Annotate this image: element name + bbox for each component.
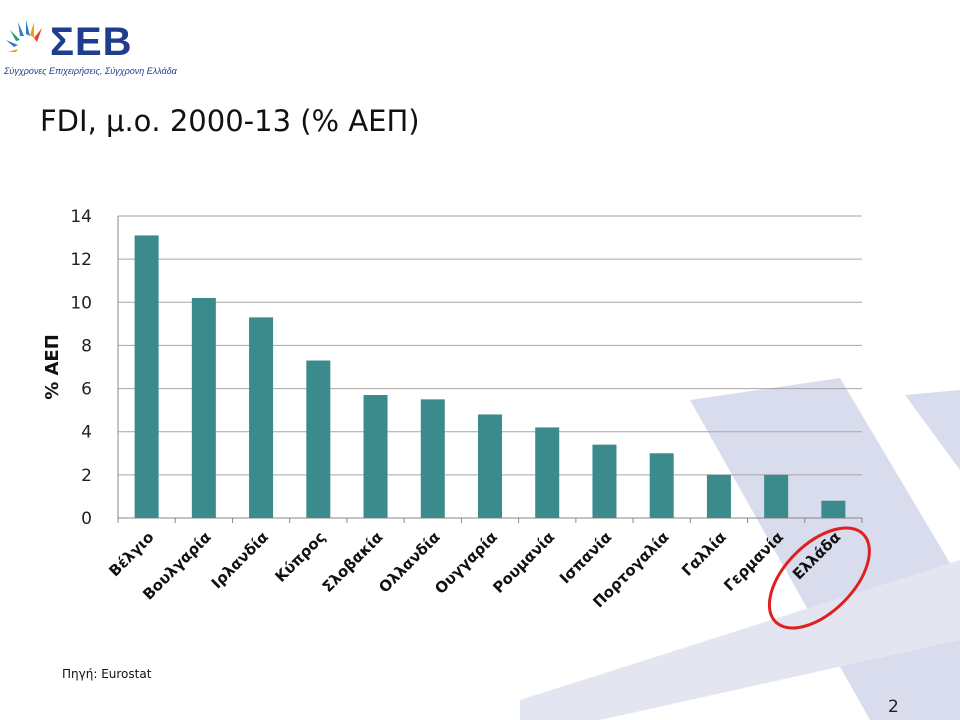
seb-logo-icon	[6, 20, 42, 52]
bar	[420, 399, 445, 518]
y-tick-label: 10	[70, 293, 92, 313]
bar	[478, 414, 502, 518]
y-tick-label: 4	[81, 423, 92, 443]
bar	[249, 317, 274, 518]
y-tick-label: 6	[81, 380, 92, 400]
x-category-label: Ουγγαρία	[431, 528, 501, 598]
y-tick-label: 8	[81, 336, 92, 356]
x-category-label: Ρουμανία	[489, 528, 558, 597]
y-tick-label: 2	[81, 466, 92, 486]
y-axis-label: % ΑΕΠ	[42, 334, 63, 400]
slide-title: FDI, μ.ο. 2000-13 (% ΑΕΠ)	[40, 104, 420, 138]
logo-wordmark: ΣΕΒ	[50, 20, 133, 64]
x-category-label: Ιρλανδία	[208, 528, 272, 592]
source-note: Πηγή: Eurostat	[62, 667, 152, 681]
bar	[134, 235, 159, 518]
x-category-label: Γαλλία	[678, 528, 730, 580]
x-category-label: Γερμανία	[720, 528, 787, 595]
bar	[592, 444, 617, 518]
bar	[706, 474, 731, 518]
bar	[306, 360, 331, 518]
bar	[363, 395, 388, 518]
y-tick-label: 12	[70, 250, 92, 270]
x-category-label: Βέλγιο	[105, 528, 157, 580]
logo-tagline: Σύγχρονες Επιχειρήσεις, Σύγχρονη Ελλάδα	[4, 66, 177, 76]
page-number: 2	[888, 697, 899, 717]
y-tick-label: 0	[81, 509, 92, 529]
x-category-label: Κύπρος	[271, 528, 329, 586]
bar	[649, 453, 674, 518]
bar	[191, 297, 216, 518]
bar	[821, 500, 846, 518]
bar	[535, 427, 560, 518]
bar	[764, 474, 789, 518]
seb-logo: ΣΕΒ Σύγχρονες Επιχειρήσεις, Σύγχρονη Ελλ…	[4, 10, 179, 82]
y-tick-label: 14	[70, 207, 92, 227]
highlight-ring	[767, 526, 871, 630]
x-category-label: Ισπανία	[556, 528, 615, 587]
